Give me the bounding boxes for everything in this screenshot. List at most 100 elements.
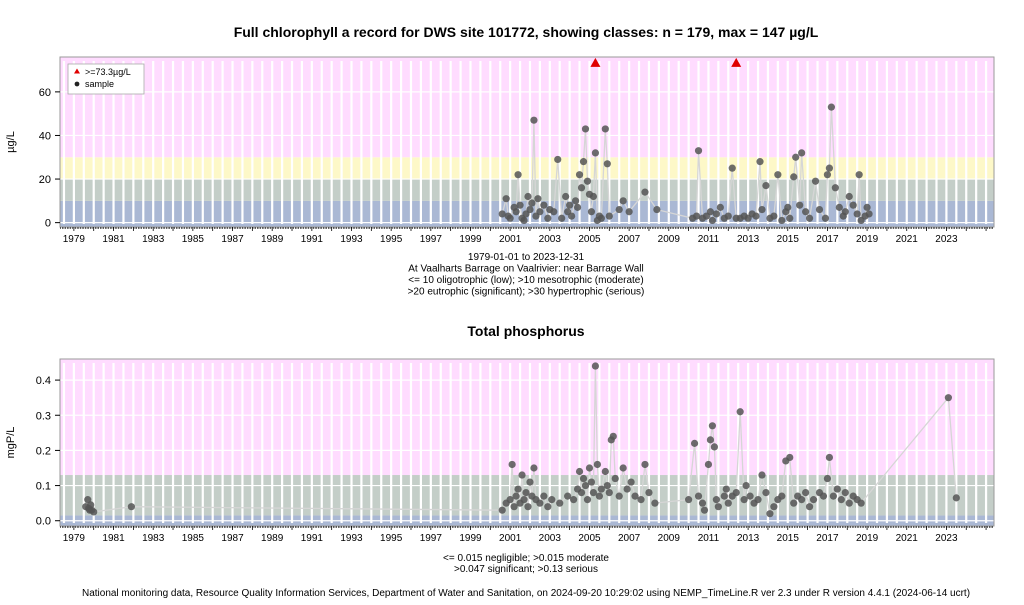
tp-y-axis-label: mgP/L [5, 427, 17, 459]
chl-data-point [796, 201, 804, 209]
chl-data-point [786, 214, 794, 222]
chl-data-point [544, 214, 552, 222]
tp-data-point [611, 474, 619, 483]
tp-x-tick-label: 2007 [618, 533, 641, 544]
tp-data-point [736, 408, 744, 416]
chl-exceedance-marker [590, 57, 601, 67]
tp-y-tick-label: 0.0 [36, 516, 51, 528]
tp-x-tick-label: 2019 [856, 533, 879, 544]
chlorophyll-chart-title: Full chlorophyll a record for DWS site 1… [234, 24, 819, 40]
chl-data-point [526, 205, 534, 214]
tp-data-point [732, 489, 740, 497]
tp-data-point [694, 492, 703, 500]
tp-plot-frame [59, 358, 995, 527]
tp-data-point [593, 460, 601, 469]
tp-data-point [605, 489, 613, 497]
tp-x-tick-label: 2003 [539, 533, 562, 544]
chl-x-tick-label: 2021 [896, 234, 919, 245]
chl-data-point [774, 171, 782, 179]
tp-data-point [651, 499, 659, 507]
tp-data-point [84, 496, 92, 504]
tp-x-tick-label: 1981 [102, 533, 125, 544]
chl-data-point [792, 153, 800, 161]
chl-data-point [641, 188, 649, 196]
chl-data-point [615, 205, 623, 214]
tp-data-point [742, 481, 750, 490]
chl-data-point [716, 203, 724, 211]
tp-data-point [714, 503, 722, 511]
chl-data-point [706, 208, 715, 216]
chlorophyll-panel: Full chlorophyll a record for DWS site 1… [5, 24, 995, 298]
tp-data-point [556, 499, 564, 507]
chl-data-point [601, 125, 609, 133]
tp-data-point [544, 503, 552, 511]
chl-data-point [605, 212, 613, 220]
chl-class-band-2 [60, 157, 994, 180]
tp-data-point [641, 460, 649, 469]
chl-data-point [579, 158, 588, 166]
chl-x-tick-label: 2011 [698, 234, 720, 245]
tp-data-point [712, 496, 720, 504]
tp-data-point [706, 436, 715, 444]
footer-credit: National monitoring data, Resource Quali… [82, 588, 970, 599]
chl-data-point [849, 201, 857, 209]
tp-data-point [589, 489, 598, 497]
tp-x-tick-label: 1987 [221, 533, 244, 544]
tp-data-point [615, 492, 623, 500]
tp-y-tick-label: 0.2 [36, 445, 51, 457]
tp-data-point [581, 481, 590, 490]
chl-y-tick-label: 40 [39, 130, 51, 142]
chl-x-tick-label: 1983 [142, 234, 165, 245]
chl-x-tick-label: 1999 [459, 234, 482, 245]
chl-data-point [575, 171, 584, 179]
tp-data-point [90, 508, 98, 516]
tp-data-point [536, 499, 544, 507]
tp-data-point [833, 485, 841, 493]
tp-data-point [778, 492, 786, 500]
chl-data-point [752, 212, 760, 220]
tp-data-point [825, 453, 834, 462]
tp-data-point [520, 496, 528, 504]
tp-x-tick-label: 1979 [63, 533, 86, 544]
tp-data-point [645, 489, 653, 497]
chl-data-point [865, 210, 873, 218]
tp-data-point [766, 510, 774, 518]
chl-data-point [562, 192, 570, 201]
chl-data-point [534, 195, 542, 203]
chl-plot-frame [59, 56, 995, 228]
chl-data-point [528, 199, 536, 207]
chl-legend-label-sample: sample [85, 79, 114, 89]
tp-data-point [530, 464, 538, 472]
chl-data-point [724, 212, 732, 220]
chl-x-tick-label: 2017 [816, 234, 839, 245]
tp-data-point [809, 496, 818, 504]
chl-data-point [708, 216, 717, 225]
chl-x-tick-label: 1979 [63, 234, 86, 245]
chl-data-point [653, 205, 661, 214]
phosphorus-panel: Total phosphorus 0.0 0.1 0.2 0.3 0.4 mgP/L 197… [5, 323, 995, 575]
tp-data-point [524, 503, 532, 511]
chl-x-tick-label: 1995 [380, 234, 403, 245]
tp-x-tick-label: 1993 [340, 533, 363, 544]
chl-legend-symbol-exceed [74, 68, 80, 74]
tp-x-tick-label: 2015 [777, 533, 800, 544]
tp-data-point [790, 499, 798, 507]
chl-legend: >=73.3µg/L sample [67, 63, 145, 95]
chl-data-point [728, 164, 736, 172]
tp-data-point [685, 496, 693, 504]
tp-class-band-2 [60, 359, 994, 476]
tp-x-tick-label: 1995 [380, 533, 403, 544]
chl-data-point [550, 208, 558, 216]
tp-data-point [577, 489, 586, 497]
tp-data-point [700, 506, 709, 514]
tp-data-point [710, 443, 718, 451]
chl-data-point [540, 201, 548, 209]
chl-x-tick-label: 2005 [578, 234, 601, 245]
chl-data-point [589, 192, 598, 201]
chl-data-point [835, 203, 843, 211]
tp-x-tick-label: 1989 [261, 533, 284, 544]
tp-data-point [526, 478, 534, 486]
chl-x-tick-label: 1981 [102, 234, 125, 245]
tp-data-point [944, 394, 952, 402]
chl-data-point [530, 116, 538, 124]
